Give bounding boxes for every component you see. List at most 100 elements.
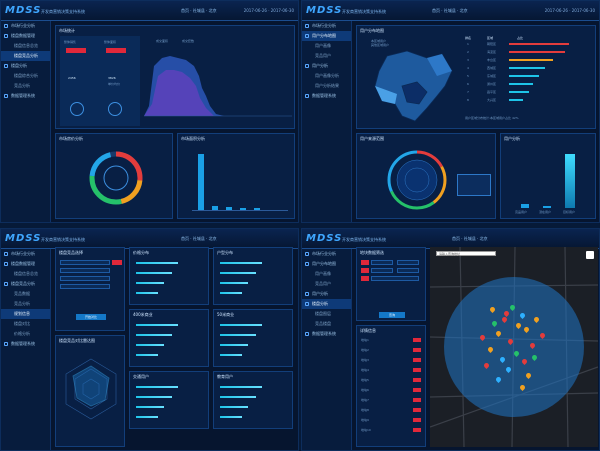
menu-item[interactable]: 竞品分析 bbox=[14, 83, 30, 88]
filter-field[interactable] bbox=[371, 260, 393, 265]
menu-item[interactable]: 用户分布地图 bbox=[302, 259, 351, 269]
header: MDSS 开发商营销决策支持系统 首页 · 社城县 · 北京 bbox=[1, 229, 298, 249]
list-item[interactable]: 地块8 bbox=[361, 408, 369, 412]
stat-badge bbox=[106, 48, 126, 53]
menu-item[interactable]: 数据管理系统 bbox=[302, 329, 351, 339]
menu-item[interactable]: 市场行业分析 bbox=[1, 249, 50, 259]
location-selector[interactable]: 首页 · 社城县 · 北京 bbox=[181, 236, 217, 241]
filter-field[interactable] bbox=[371, 268, 393, 273]
list-item[interactable]: 地块4 bbox=[361, 368, 369, 372]
menu-item[interactable]: 用户分析结果 bbox=[315, 83, 339, 88]
menu-item[interactable]: 楼盘竞品分析 bbox=[1, 279, 50, 289]
locate-icon[interactable] bbox=[413, 358, 421, 362]
menu-item[interactable]: 竞品用户 bbox=[315, 53, 331, 58]
menu-item[interactable]: 市场行业分析 bbox=[1, 21, 50, 31]
menu-item[interactable]: 楼盘分析 bbox=[1, 61, 50, 71]
rank-bar bbox=[509, 99, 523, 101]
menu-item-active[interactable]: 用户分布地图 bbox=[302, 31, 351, 41]
list-item[interactable]: 地块2 bbox=[361, 348, 369, 352]
list-item[interactable]: 地块9 bbox=[361, 418, 369, 422]
menu-item[interactable]: 竞品分析 bbox=[14, 301, 30, 306]
locate-icon[interactable] bbox=[413, 428, 421, 432]
menu-item[interactable]: 楼盘信息总览 bbox=[14, 271, 38, 276]
panel-title: 详情信息 bbox=[360, 328, 376, 333]
list-item[interactable]: 地块10 bbox=[361, 428, 371, 432]
logo: MDSS bbox=[5, 5, 42, 16]
locate-icon[interactable] bbox=[413, 378, 421, 382]
menu-item[interactable]: 竞品用户 bbox=[315, 281, 331, 286]
filter-field[interactable] bbox=[397, 260, 419, 265]
list-item[interactable]: 地块6 bbox=[361, 388, 369, 392]
list-item[interactable]: 地块5 bbox=[361, 378, 369, 382]
query-button[interactable]: 查询 bbox=[379, 312, 405, 318]
menu-item[interactable]: 用户画像 bbox=[315, 271, 331, 276]
location-selector[interactable]: 首页 · 社城县 · 北京 bbox=[452, 236, 488, 241]
menu-item[interactable]: 用户画像 bbox=[315, 43, 331, 48]
rank-name: 昌平区 bbox=[487, 90, 497, 94]
user-source-panel: 用户来源范围 bbox=[356, 133, 496, 219]
category-panel: 户型分布 bbox=[213, 247, 293, 305]
menu-item[interactable]: 竞品数据 bbox=[14, 291, 30, 296]
filter-tag[interactable] bbox=[361, 260, 369, 265]
menu-item[interactable]: 用户画像分析 bbox=[315, 73, 339, 78]
menu-item[interactable]: 数据管理系统 bbox=[302, 91, 351, 101]
filter-field[interactable] bbox=[371, 276, 419, 281]
bar bbox=[212, 206, 218, 210]
project-select[interactable] bbox=[60, 276, 110, 281]
overview-panel: 市场统计 整体销售 整体面积 2456 3826 单价均价 成交面积 成交套数 bbox=[55, 25, 295, 129]
menu-item-active[interactable]: 规划信息 bbox=[1, 309, 50, 319]
locate-icon[interactable] bbox=[413, 398, 421, 402]
menu-item[interactable]: 价格分析 bbox=[14, 331, 30, 336]
menu-item[interactable]: 楼盘图层 bbox=[315, 311, 331, 316]
progress-bar bbox=[220, 272, 256, 274]
menu-item[interactable]: 楼盘信息总览 bbox=[14, 43, 38, 48]
menu-item[interactable]: 楼盘对比 bbox=[14, 321, 30, 326]
menu-item[interactable]: 用户分析 bbox=[302, 61, 351, 71]
locate-icon[interactable] bbox=[413, 338, 421, 342]
category-panel: 400米商业 bbox=[129, 309, 209, 367]
list-item[interactable]: 地块1 bbox=[361, 338, 369, 342]
project-select[interactable] bbox=[60, 260, 110, 265]
menu-item[interactable]: 市场行业分析 bbox=[302, 249, 351, 259]
compare-button[interactable]: 开始对比 bbox=[76, 314, 106, 320]
menu-item[interactable]: 市场行业分析 bbox=[302, 21, 351, 31]
progress-bar bbox=[136, 334, 172, 336]
remove-button[interactable] bbox=[112, 260, 122, 265]
menu-item[interactable]: 楼盘综合分析 bbox=[14, 73, 38, 78]
category-panel: 50米商业 bbox=[213, 309, 293, 367]
list-item[interactable]: 地块7 bbox=[361, 398, 369, 402]
menu-item[interactable]: 竞品楼盘 bbox=[315, 321, 331, 326]
filter-tag[interactable] bbox=[361, 268, 369, 273]
menu-item[interactable]: 数据管理系统 bbox=[1, 339, 50, 349]
date-range[interactable]: 2017-06-26 · 2017-06-30 bbox=[544, 8, 595, 13]
sidebar: 市场行业分析 用户分布地图 用户画像 竞品用户 用户分析 用户画像分析 用户分析… bbox=[302, 21, 352, 222]
map-search-input[interactable]: 请输入查询地址 bbox=[436, 251, 496, 256]
menu-item[interactable]: 楼盘数据管理 bbox=[1, 31, 50, 41]
location-selector[interactable]: 首页 · 社城县 · 北京 bbox=[181, 8, 217, 13]
locate-icon[interactable] bbox=[413, 388, 421, 392]
panel-title: 用户分析 bbox=[504, 136, 520, 141]
menu-item-active[interactable]: 楼盘竞品分析 bbox=[1, 51, 50, 61]
menu-item-active[interactable]: 楼盘分析 bbox=[302, 299, 351, 309]
panel-title: 地块数据筛选 bbox=[360, 250, 384, 255]
progress-bar bbox=[136, 262, 178, 264]
locate-icon[interactable] bbox=[413, 408, 421, 412]
zoom-in-icon[interactable] bbox=[586, 251, 594, 259]
info-box bbox=[457, 174, 491, 196]
filter-tag[interactable] bbox=[361, 276, 369, 281]
menu-item[interactable]: 数据管理系统 bbox=[1, 91, 50, 101]
progress-bar bbox=[220, 386, 262, 388]
locate-icon[interactable] bbox=[413, 368, 421, 372]
date-range[interactable]: 2017-06-26 · 2017-06-30 bbox=[243, 8, 294, 13]
menu-item[interactable]: 用户分析 bbox=[302, 289, 351, 299]
donut-chart bbox=[89, 151, 143, 205]
locate-icon[interactable] bbox=[413, 418, 421, 422]
menu-item[interactable]: 楼盘数据管理 bbox=[1, 259, 50, 269]
project-select[interactable] bbox=[60, 268, 110, 273]
filter-field[interactable] bbox=[397, 268, 419, 273]
map-view[interactable]: 请输入查询地址 bbox=[430, 247, 598, 447]
list-item[interactable]: 地块3 bbox=[361, 358, 369, 362]
project-select[interactable] bbox=[60, 284, 110, 289]
location-selector[interactable]: 首页 · 社城县 · 北京 bbox=[432, 8, 468, 13]
locate-icon[interactable] bbox=[413, 348, 421, 352]
